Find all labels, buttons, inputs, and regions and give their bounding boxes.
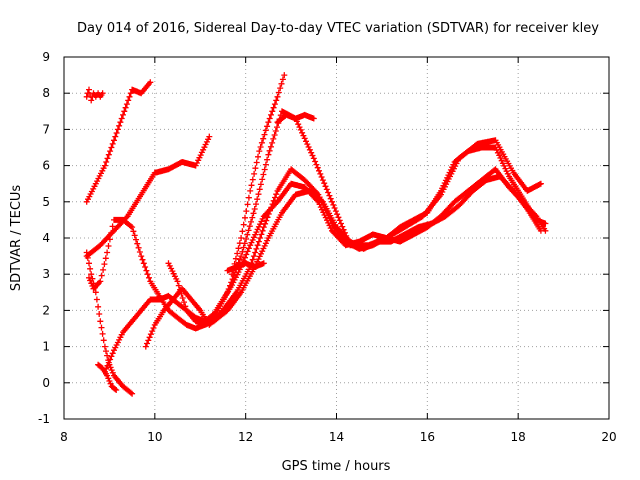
y-tick-label: 1 xyxy=(42,340,50,354)
y-tick-label: 5 xyxy=(42,195,50,209)
series-track-l xyxy=(224,260,267,274)
plus-markers xyxy=(274,111,317,126)
series-track-i xyxy=(165,173,544,328)
y-tick-label: 7 xyxy=(42,122,50,136)
y-tick-label: 9 xyxy=(42,50,50,64)
y-tick-label: -1 xyxy=(38,412,50,426)
y-axis-title: SDTVAR / TECUs xyxy=(9,185,24,292)
x-tick-label: 14 xyxy=(329,430,344,444)
plus-markers xyxy=(165,173,544,328)
series-track-b xyxy=(83,79,154,205)
series-track-f xyxy=(101,166,549,375)
y-tick-label: 0 xyxy=(42,376,50,390)
series-track-k xyxy=(274,111,317,126)
series-track-g xyxy=(95,361,120,393)
axis-ticks xyxy=(63,56,610,420)
y-tick-label: 4 xyxy=(42,231,50,245)
plus-markers xyxy=(224,260,267,274)
x-tick-label: 20 xyxy=(601,430,616,444)
y-tick-label: 8 xyxy=(42,86,50,100)
plus-markers xyxy=(95,361,120,393)
plus-markers xyxy=(229,72,288,278)
x-tick-label: 16 xyxy=(420,430,435,444)
chart-title: Day 014 of 2016, Sidereal Day-to-day VTE… xyxy=(77,21,599,36)
plus-markers xyxy=(83,249,136,397)
x-tick-label: 18 xyxy=(511,430,526,444)
y-tick-label: 3 xyxy=(42,267,50,281)
x-tick-label: 10 xyxy=(147,430,162,444)
y-tick-label: 2 xyxy=(42,303,50,317)
x-tick-label: 8 xyxy=(60,430,68,444)
y-tick-label: 6 xyxy=(42,159,50,173)
plus-markers xyxy=(83,86,106,104)
plus-markers xyxy=(83,133,213,260)
x-axis-title: GPS time / hours xyxy=(282,459,391,474)
series-track-d xyxy=(83,249,136,397)
x-tick-label: 12 xyxy=(238,430,253,444)
series-track-j xyxy=(229,72,288,278)
plus-markers xyxy=(101,166,549,375)
plus-markers xyxy=(83,79,154,205)
series-track-c xyxy=(83,133,213,260)
data-marks xyxy=(83,72,549,397)
series-track-a xyxy=(83,86,106,104)
